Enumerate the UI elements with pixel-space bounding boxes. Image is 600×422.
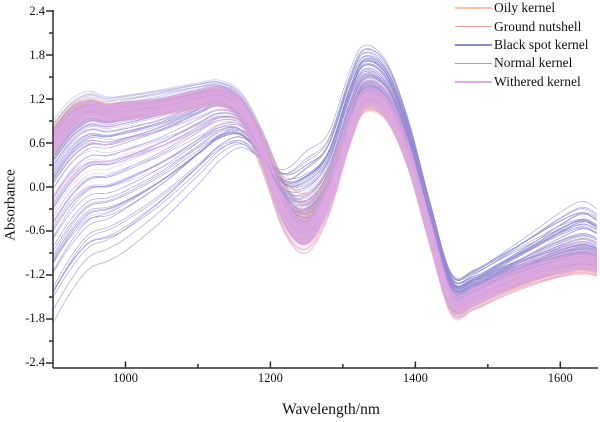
legend-item-black-spot-kernel: Black spot kernel — [455, 36, 588, 54]
legend-swatch-normal-kernel — [455, 62, 492, 65]
legend-item-withered-kernel: Withered kernel — [455, 73, 588, 91]
legend-label-normal-kernel: Normal kernel — [494, 55, 573, 71]
legend-swatch-black-spot-kernel — [455, 44, 492, 46]
x-axis-title: Wavelength/nm — [282, 401, 380, 418]
legend-swatch-withered-kernel — [455, 81, 492, 83]
y-tick-label: 0.6 — [29, 135, 45, 150]
legend-label-ground-nutshell: Ground nutshell — [494, 18, 582, 34]
y-tick-label: -0.6 — [25, 223, 45, 238]
y-tick-label: -1.2 — [25, 267, 45, 282]
x-tick-label: 1000 — [112, 371, 138, 385]
y-tick-label: 1.2 — [29, 91, 45, 106]
x-tick-label: 1200 — [257, 371, 283, 385]
x-tick-label: 1400 — [402, 371, 428, 385]
y-tick-label: 2.4 — [29, 3, 45, 18]
legend-label-oily-kernel: Oily kernel — [494, 0, 556, 16]
y-tick-label: -2.4 — [25, 355, 45, 370]
legend-swatch-oily-kernel — [455, 7, 492, 9]
legend-item-ground-nutshell: Ground nutshell — [455, 17, 588, 35]
y-tick-label: 1.8 — [29, 47, 45, 62]
y-tick-label: 0.0 — [29, 179, 45, 194]
legend-item-normal-kernel: Normal kernel — [455, 54, 588, 72]
legend: Oily kernel Ground nutshell Black spot k… — [455, 0, 588, 91]
x-tick-label: 1600 — [547, 371, 573, 385]
legend-swatch-ground-nutshell — [455, 25, 492, 28]
legend-label-withered-kernel: Withered kernel — [494, 73, 581, 89]
legend-item-oily-kernel: Oily kernel — [455, 0, 588, 17]
legend-label-black-spot-kernel: Black spot kernel — [494, 36, 589, 52]
y-tick-label: -1.8 — [25, 311, 45, 326]
